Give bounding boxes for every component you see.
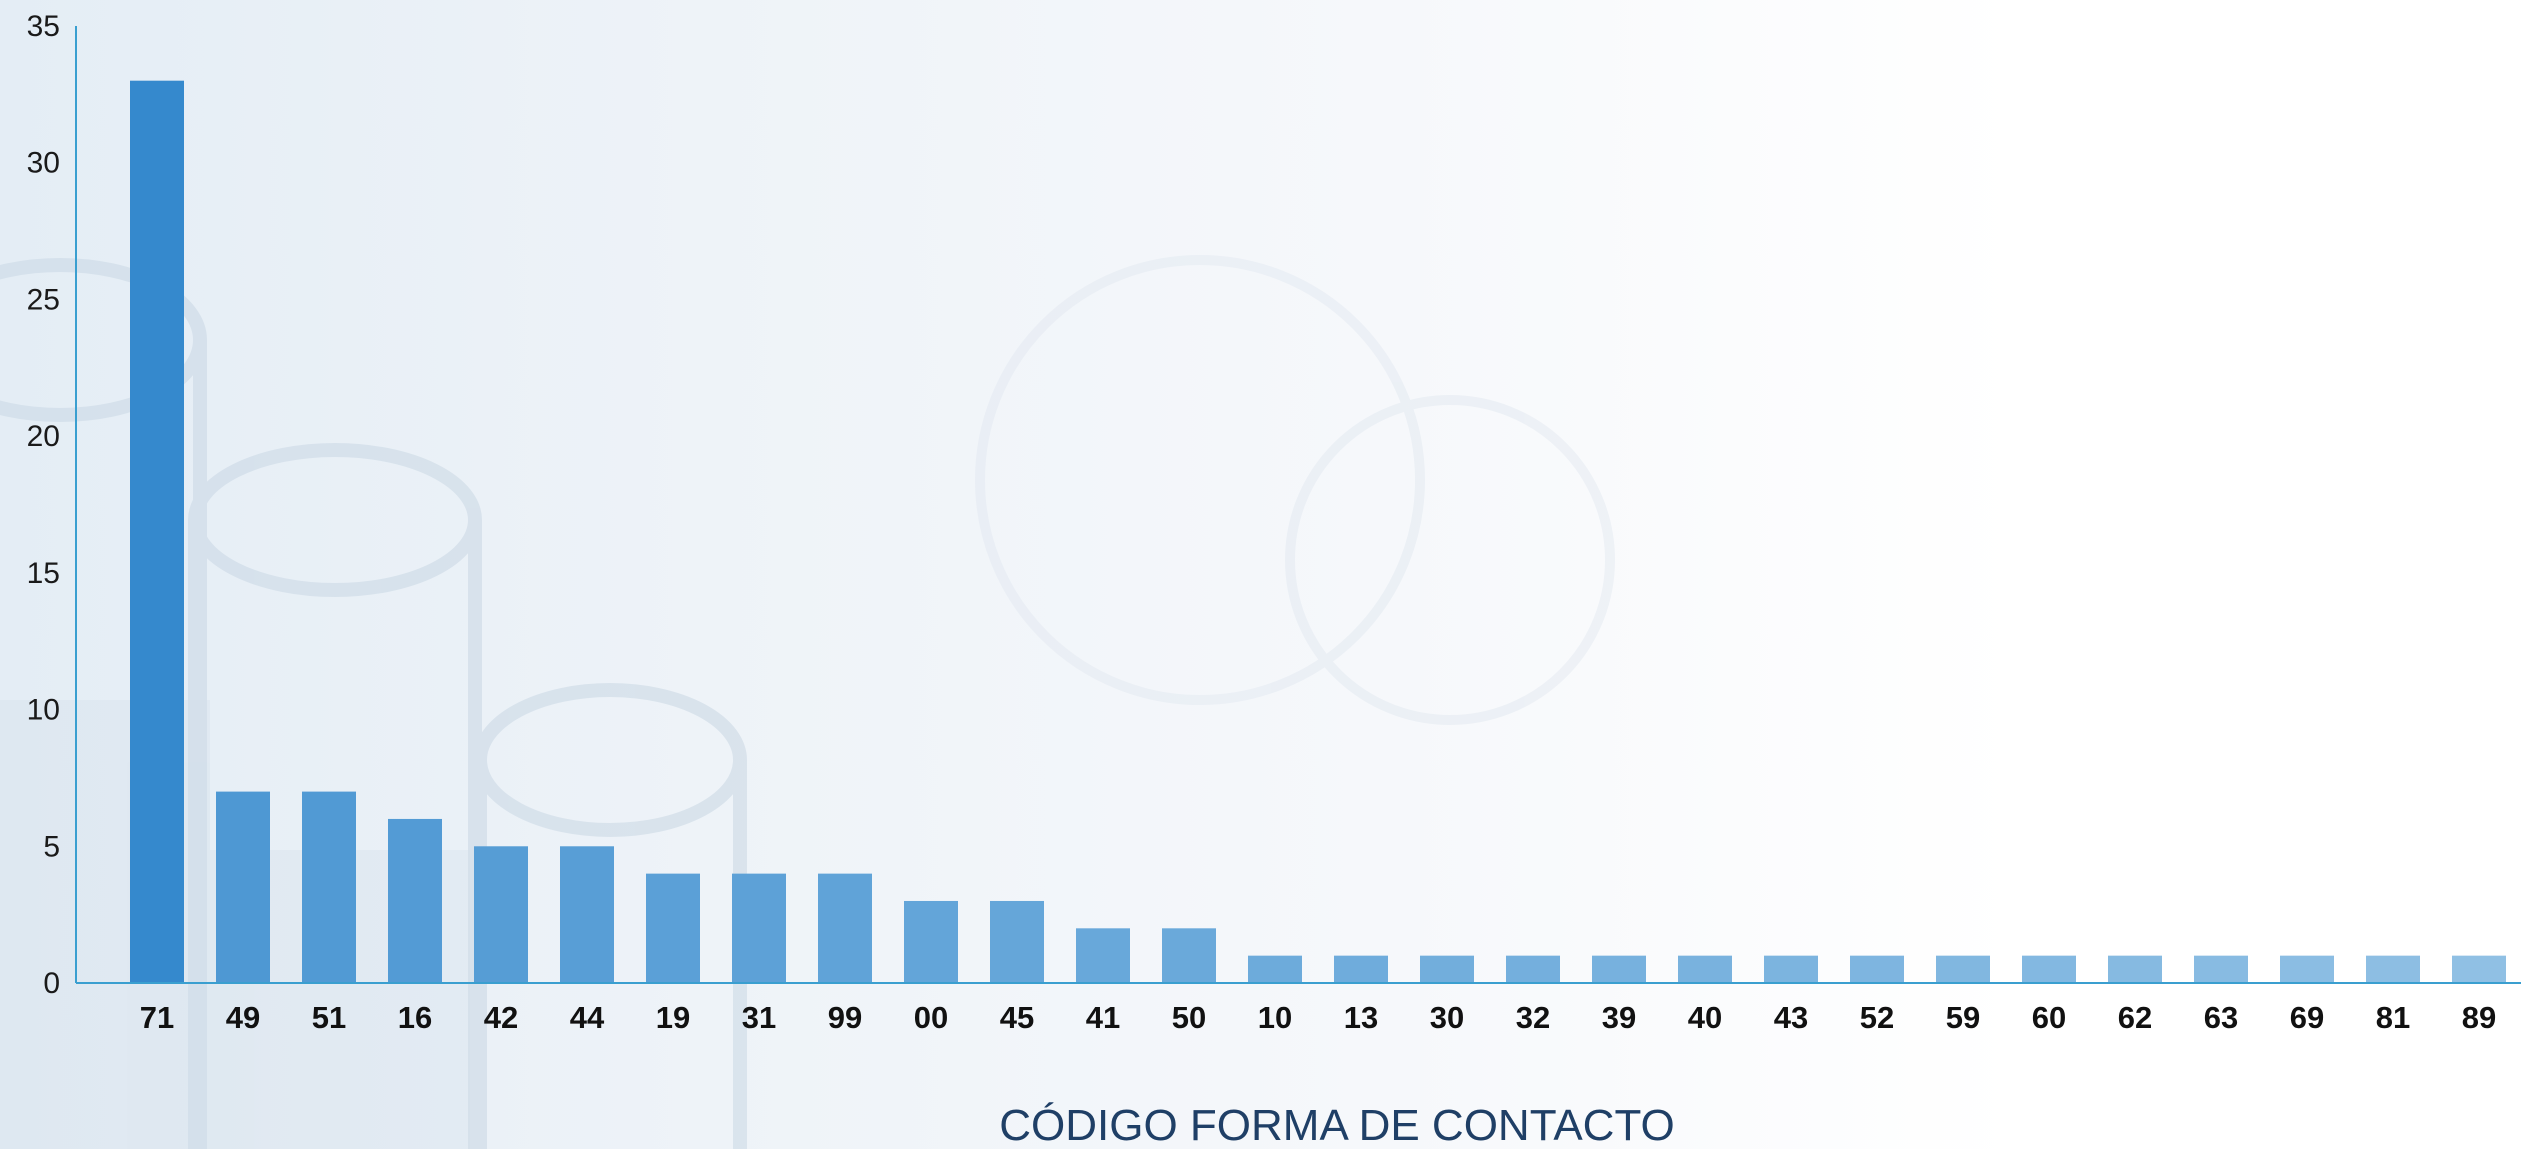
bar-00: [904, 900, 958, 983]
bar-42: [474, 846, 528, 983]
bar-45: [990, 900, 1044, 983]
bar-49: [216, 791, 270, 983]
x-axis-title: CÓDIGO FORMA DE CONTACTO: [999, 1101, 1675, 1149]
x-tick-label: 10: [1258, 1000, 1292, 1035]
x-tick-label: 60: [2032, 1000, 2066, 1035]
x-tick-label: 43: [1774, 1000, 1808, 1035]
bar-63: [2194, 955, 2248, 983]
x-tick-label: 45: [1000, 1000, 1034, 1035]
bars: [130, 80, 2506, 983]
x-tick-label: 31: [742, 1000, 776, 1035]
x-tick-label: 51: [312, 1000, 346, 1035]
bar-99: [818, 873, 872, 983]
x-tick-label: 30: [1430, 1000, 1464, 1035]
bar-13: [1334, 955, 1388, 983]
x-tick-label: 52: [1860, 1000, 1894, 1035]
bar-30: [1420, 955, 1474, 983]
x-tick-label: 89: [2462, 1000, 2496, 1035]
bar-40: [1678, 955, 1732, 983]
x-tick-label: 13: [1344, 1000, 1378, 1035]
x-tick-label: 62: [2118, 1000, 2152, 1035]
bar-39: [1592, 955, 1646, 983]
bar-69: [2280, 955, 2334, 983]
bar-51: [302, 791, 356, 983]
y-tick-label: 0: [43, 967, 60, 1000]
bar-59: [1936, 955, 1990, 983]
y-tick-label: 35: [27, 10, 60, 43]
x-tick-label: 49: [226, 1000, 260, 1035]
bar-31: [732, 873, 786, 983]
x-tick-label: 59: [1946, 1000, 1980, 1035]
bar-81: [2366, 955, 2420, 983]
bar-43: [1764, 955, 1818, 983]
x-tick-label: 39: [1602, 1000, 1636, 1035]
y-tick-label: 15: [27, 557, 60, 590]
bar-60: [2022, 955, 2076, 983]
x-tick-label: 69: [2290, 1000, 2324, 1035]
bar-89: [2452, 955, 2506, 983]
bar-71: [130, 80, 184, 983]
x-tick-label: 44: [570, 1000, 605, 1035]
y-axis-ticks: 0 5 10 15 20 25 30 35: [27, 10, 60, 1000]
bar-44: [560, 846, 614, 983]
x-tick-label: 19: [656, 1000, 690, 1035]
x-tick-label: 40: [1688, 1000, 1722, 1035]
x-tick-label: 81: [2376, 1000, 2410, 1035]
y-tick-label: 20: [27, 420, 60, 453]
y-tick-label: 30: [27, 147, 60, 180]
bar-50: [1162, 928, 1216, 983]
y-tick-label: 10: [27, 694, 60, 727]
x-axis-ticks: 71 49 51 16 42 44 19 31 99 00 45 41 50 10 13 30 32 39 40 43…: [140, 1000, 2496, 1035]
bar-16: [388, 818, 442, 983]
x-tick-label: 41: [1086, 1000, 1120, 1035]
bar-52: [1850, 955, 1904, 983]
x-tick-label: 16: [398, 1000, 432, 1035]
bar-41: [1076, 928, 1130, 983]
x-tick-label: 63: [2204, 1000, 2238, 1035]
y-tick-label: 5: [43, 830, 60, 863]
bar-19: [646, 873, 700, 983]
bar-10: [1248, 955, 1302, 983]
bar-62: [2108, 955, 2162, 983]
y-tick-label: 25: [27, 283, 60, 316]
x-tick-label: 71: [140, 1000, 174, 1035]
x-tick-label: 42: [484, 1000, 518, 1035]
bar-32: [1506, 955, 1560, 983]
x-tick-label: 50: [1172, 1000, 1206, 1035]
x-tick-label: 00: [914, 1000, 948, 1035]
x-tick-label: 99: [828, 1000, 862, 1035]
x-tick-label: 32: [1516, 1000, 1550, 1035]
